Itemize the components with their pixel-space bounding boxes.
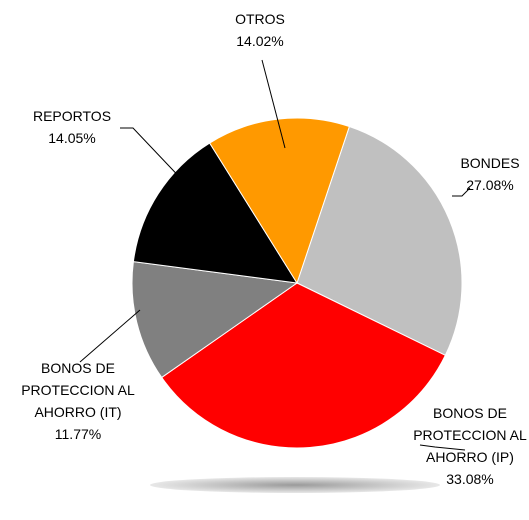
pie-slice [296,125,463,356]
category-label: BONOS DE PROTECCION AL AHORRO (IP) [413,405,527,465]
slice-label: REPORTOS 14.05% [7,105,137,149]
pie-slice [131,261,299,379]
value-label: 33.08% [446,471,494,487]
pie-slice [132,142,298,284]
slice-label: BONOS DE PROTECCION AL AHORRO (IP) 33.08% [405,402,529,490]
value-label: 27.08% [466,177,514,193]
category-label: BONDES [460,155,520,171]
slice-label: BONOS DE PROTECCION AL AHORRO (IT) 11.77% [13,357,143,445]
category-label: REPORTOS [32,108,112,124]
category-label: OTROS [235,11,285,27]
category-label: BONOS DE PROTECCION AL AHORRO (IT) [21,360,135,420]
pie-slice [161,282,446,449]
leader-line [79,309,141,363]
leader-line [452,187,471,197]
value-label: 11.77% [54,426,102,442]
value-label: 14.02% [236,33,284,49]
leader-line [120,127,189,187]
value-label: 14.05% [48,130,96,146]
leader-line [261,59,286,149]
slice-label: BONDES 27.08% [425,152,529,196]
leader-line [419,444,466,451]
slice-label: OTROS 14.02% [195,8,325,52]
pie-shadow [150,477,440,493]
